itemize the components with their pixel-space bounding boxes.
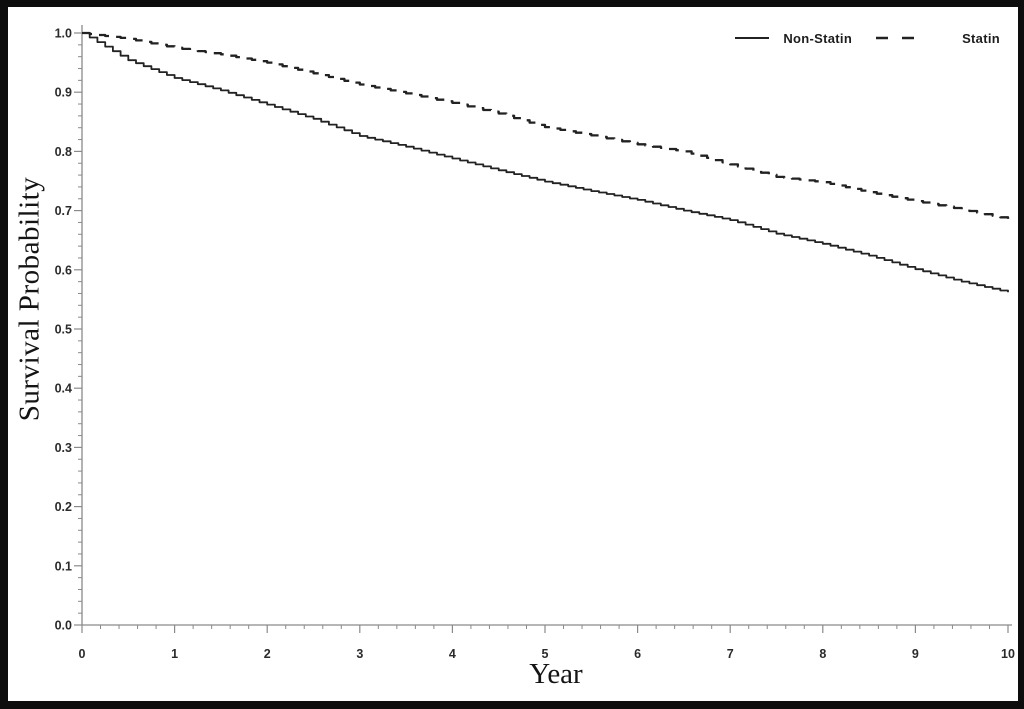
y-tick-label: 0.8 <box>55 145 72 159</box>
y-tick-label: 0.2 <box>55 500 72 514</box>
x-tick-label: 0 <box>79 647 86 661</box>
x-axis-title: Year <box>529 658 583 690</box>
x-tick-label: 4 <box>449 647 456 661</box>
x-tick-label: 6 <box>634 647 641 661</box>
series-path-non-statin <box>82 32 1009 293</box>
x-tick-label: 5 <box>542 647 549 661</box>
legend: Non-Statin Statin <box>735 29 1000 47</box>
y-tick-label: 1.0 <box>55 27 72 41</box>
legend-label-non-statin: Non-Statin <box>783 30 853 46</box>
series-path-statin <box>82 31 1010 219</box>
x-tick-label: 1 <box>171 647 178 661</box>
x-tick-label: 7 <box>727 647 734 661</box>
legend-dashed-line-icon <box>876 36 917 40</box>
y-tick-label: 0.1 <box>55 559 72 573</box>
x-tick-label: 3 <box>356 647 363 661</box>
survival-plot: 0.0 0.1 0.2 0.3 0.4 0.5 0.6 0.7 0.8 0.9 1.0 0 1 2 3 4 5 6… <box>55 25 1015 661</box>
x-tick-label: 2 <box>264 647 271 661</box>
y-tick-label: 0.5 <box>55 323 72 337</box>
x-tick-label: 9 <box>912 647 919 661</box>
y-tick-label: 0.3 <box>55 441 72 455</box>
y-tick-label: 0.0 <box>55 619 72 633</box>
y-tick-label: 0.6 <box>55 263 72 277</box>
y-tick-label: 0.7 <box>55 204 72 218</box>
y-tick-label: 0.4 <box>55 382 72 396</box>
x-tick-label: 8 <box>819 647 826 661</box>
chart-canvas: 0.0 0.1 0.2 0.3 0.4 0.5 0.6 0.7 0.8 0.9 1.0 0 1 2 3 4 5 6… <box>8 7 1018 701</box>
y-tick-label: 0.9 <box>55 86 72 100</box>
legend-label-statin: Statin <box>962 30 1000 46</box>
y-axis-title: Survival Probability <box>13 176 46 422</box>
legend-solid-line-icon <box>735 37 770 39</box>
x-tick-label: 10 <box>1001 647 1015 661</box>
